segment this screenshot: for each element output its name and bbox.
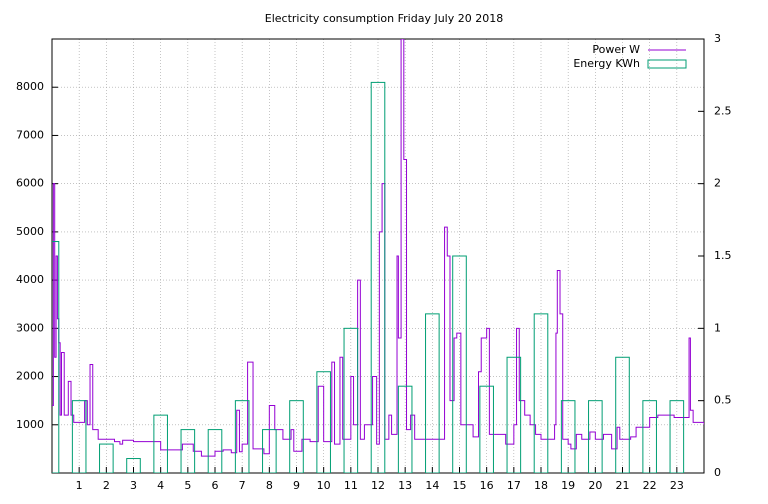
x-tick-label: 22 [643,479,657,492]
energy-bar [669,400,685,473]
energy-bar [425,313,440,473]
x-tick-label: 3 [130,479,137,492]
y2-tick-label: 3 [714,32,721,45]
x-tick-label: 6 [212,479,219,492]
energy-bar [615,356,630,473]
x-tick-label: 16 [480,479,494,492]
energy-bar [642,400,657,473]
x-tick-label: 1 [76,479,83,492]
y-tick-label: 8000 [16,80,44,93]
x-tick-label: 4 [157,479,164,492]
chart-title: Electricity consumption Friday July 20 2… [265,12,503,25]
energy-bar [153,414,168,473]
energy-bar [506,356,522,473]
energy-bar [397,385,413,473]
x-tick-label: 11 [344,479,358,492]
energy-bar [370,81,386,473]
y2-tick-label: 2.5 [714,104,732,117]
y2-tick-label: 2 [714,177,721,190]
x-tick-label: 21 [616,479,630,492]
energy-bar [452,255,467,473]
energy-bar [52,241,60,473]
y-tick-label: 1000 [16,418,44,431]
x-tick-label: 5 [184,479,191,492]
x-tick-label: 23 [670,479,684,492]
x-tick-label: 19 [561,479,575,492]
energy-bar [71,400,87,473]
energy-bar [289,400,304,473]
x-tick-label: 20 [588,479,602,492]
x-tick-label: 15 [453,479,467,492]
energy-bar [234,400,250,473]
y-tick-label: 4000 [16,273,44,286]
x-tick-label: 8 [266,479,273,492]
y2-tick-label: 1 [714,321,721,334]
y2-tick-label: 0 [714,466,721,479]
y2-tick-label: 1.5 [714,249,732,262]
y-tick-label: 3000 [16,321,44,334]
energy-bar [588,400,603,473]
energy-bar [533,313,549,473]
legend-label: Power W [592,43,640,56]
y-tick-label: 6000 [16,177,44,190]
x-tick-label: 14 [425,479,439,492]
y-tick-label: 7000 [16,128,44,141]
x-tick-label: 10 [317,479,331,492]
legend-label: Energy KWh [573,57,640,70]
x-tick-label: 12 [371,479,385,492]
energy-bar [207,429,223,473]
energy-bar [560,400,576,473]
energy-bar [316,371,331,473]
energy-bar [343,327,359,473]
energy-bar [262,429,277,473]
energy-bar [479,385,494,473]
x-tick-label: 7 [239,479,246,492]
y-tick-label: 5000 [16,225,44,238]
legend-swatch [647,59,687,69]
y-tick-label: 2000 [16,370,44,383]
x-tick-label: 9 [293,479,300,492]
energy-bar [180,429,196,473]
x-tick-label: 17 [507,479,521,492]
x-tick-label: 13 [398,479,412,492]
x-tick-label: 18 [534,479,548,492]
x-tick-label: 2 [103,479,110,492]
y2-tick-label: 0.5 [714,394,732,407]
energy-bar [126,458,141,473]
energy-bar [99,443,114,473]
